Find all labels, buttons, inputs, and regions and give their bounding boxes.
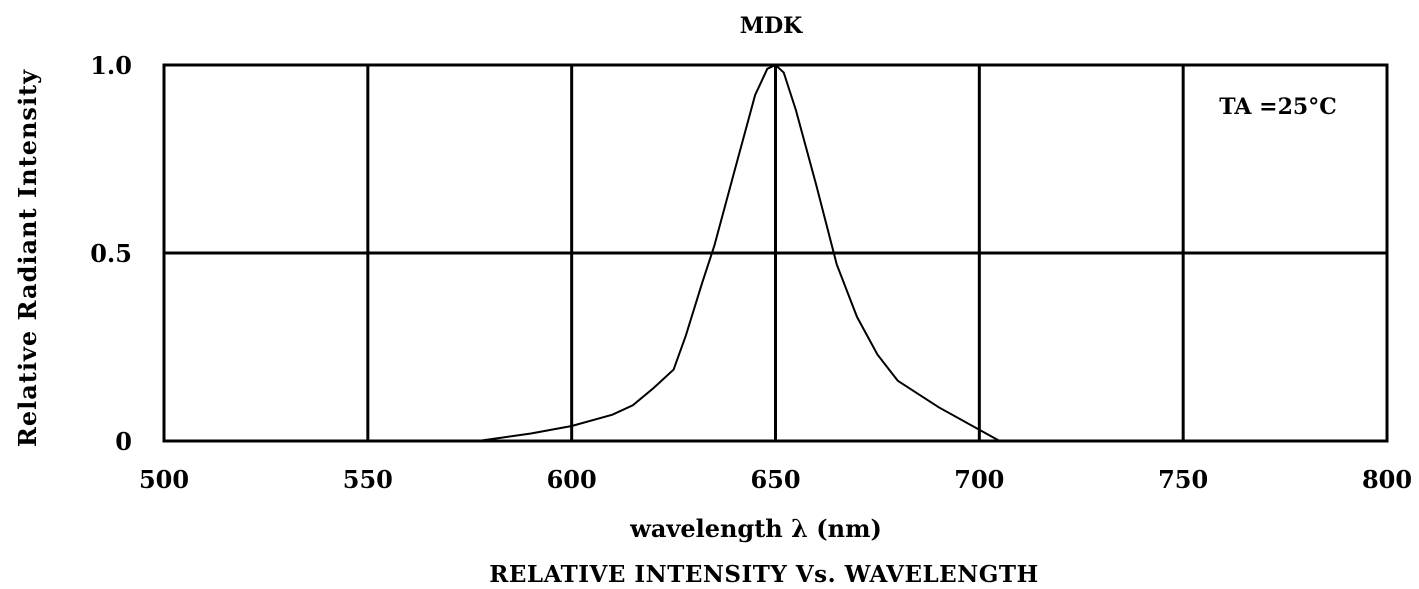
chart-caption: RELATIVE INTENSITY Vs. WAVELENGTH [489,561,1038,588]
x-tick-label: 700 [954,465,1004,494]
y-tick-label: 0 [115,427,132,456]
chart-title: MDK [740,13,803,39]
y-tick-label: 1.0 [90,51,132,80]
x-tick-label: 750 [1158,465,1208,494]
x-axis-label: wavelength λ (nm) [629,514,882,543]
x-tick-label: 500 [139,465,189,494]
intensity-curve [477,63,1001,442]
y-tick-label: 0.5 [90,239,132,268]
x-tick-label: 800 [1362,465,1412,494]
x-tick-label: 600 [547,465,597,494]
temperature-annotation: TA =25°C [1219,94,1336,120]
grid-lines [164,65,1387,441]
y-axis-label: Relative Radiant Intensity [13,69,42,447]
x-tick-labels: 500 550 600 650 700 750 800 [139,465,1412,494]
x-tick-label: 550 [343,465,393,494]
x-tick-label: 650 [750,465,800,494]
y-tick-labels: 0 0.5 1.0 [90,51,132,456]
